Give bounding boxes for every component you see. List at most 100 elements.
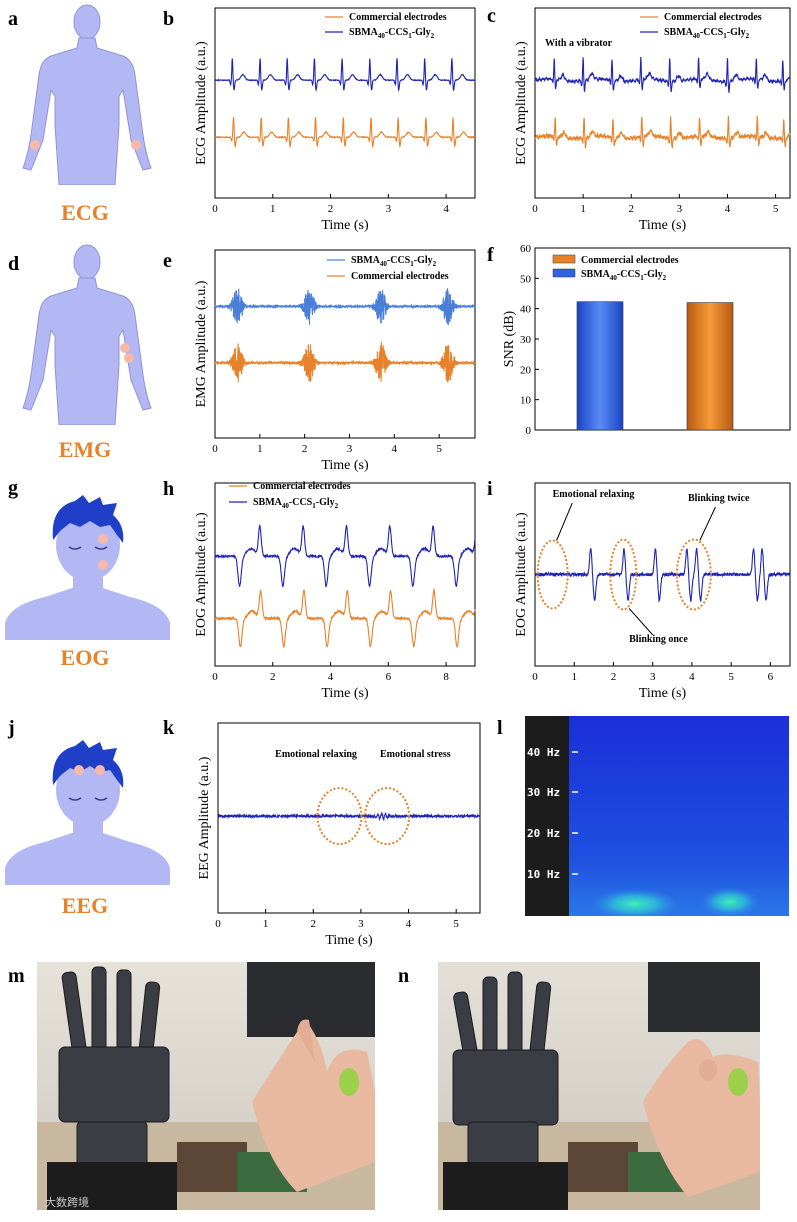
series-line-SBMA40-CCS1-Gly2 [214, 58, 476, 93]
plot-frame [214, 249, 476, 439]
annotation: With a vibrator [545, 38, 613, 49]
panel-letter-e: e [163, 250, 172, 272]
annotation-pointer [628, 608, 654, 636]
x-tick-label: 5 [436, 443, 442, 455]
panel-letter-g: g [8, 477, 18, 499]
panel-letter-l: l [497, 717, 503, 739]
y-tick-label: 20 Hz [527, 827, 560, 840]
y-axis-label: SNR (dB) [502, 310, 517, 367]
body-label-eeg: EEG [61, 893, 109, 918]
annotation-pointer [556, 502, 573, 541]
x-axis-label: Time (s) [639, 218, 687, 233]
y-tick-label: 50 [520, 273, 532, 285]
plot-frame [534, 7, 791, 199]
y-tick-label: 20 [520, 364, 532, 376]
legend-entry: SBMA40-CCS1-Gly2 [664, 27, 750, 40]
x-tick-label: 4 [392, 443, 398, 455]
chart-f: 0 10 20 30 40 50 60 SNR (dB) Commercial electrod… [502, 243, 791, 437]
chart-b: 0 1 2 3 4 Time (s) ECG Amplitude (a.u.) Commerc… [194, 7, 476, 233]
legend-entry: SBMA40-CCS1-Gly2 [581, 269, 667, 282]
x-tick-label: 0 [215, 918, 221, 930]
panel-letter-j: j [8, 717, 15, 739]
spectrogram-label-strip [525, 716, 569, 916]
series-line-SBMA40-CCS1-Gly2 [214, 524, 476, 588]
panel-letter-f: f [487, 244, 494, 266]
x-tick-label: 4 [443, 203, 449, 215]
x-tick-label: 2 [611, 671, 617, 683]
legend-entry: Commercial electrodes [581, 255, 679, 266]
legend-entry: Commercial electrodes [664, 12, 762, 23]
annotation-pointer [699, 506, 716, 541]
body-label-emg: EMG [58, 437, 112, 462]
legend-entry: Commercial electrodes [351, 271, 449, 282]
x-tick-label: 3 [650, 671, 656, 683]
x-tick-label: 1 [257, 443, 263, 455]
x-tick-label: 2 [270, 671, 276, 683]
annotation-ring-relaxing [536, 539, 569, 610]
annotation-text: Blinking once [629, 634, 688, 645]
legend-entry: Commercial electrodes [349, 12, 447, 23]
chart-h: 0 2 4 6 8 Time (s) EOG Amplitude (a.u.) Commerc… [194, 481, 476, 701]
x-tick-label: 6 [768, 671, 774, 683]
x-tick-label: 4 [406, 918, 412, 930]
series-line-SBMA40-CCS1-Gly2 [534, 56, 791, 93]
panel-letter-c: c [487, 5, 496, 27]
annotation-ring-blink-twice [675, 538, 712, 611]
panel-letter-h: h [163, 478, 175, 500]
x-tick-label: 3 [386, 203, 392, 215]
x-tick-label: 5 [728, 671, 734, 683]
x-tick-label: 1 [580, 203, 586, 215]
y-tick-label: 30 [520, 334, 532, 346]
y-axis-label: ECG Amplitude (a.u.) [514, 41, 529, 165]
x-axis-label: Time (s) [321, 686, 369, 701]
series-line [217, 811, 481, 822]
panel-letter-a: a [8, 8, 18, 30]
y-tick-label: 10 [520, 395, 532, 407]
series-line-SBMA40-CCS1-Gly2 [214, 288, 476, 326]
series-line-Commercial electrodes [214, 587, 476, 649]
x-tick-label: 1 [571, 671, 577, 683]
x-tick-label: 5 [453, 918, 459, 930]
photo-robot-hand-m: 大数跨境 [37, 962, 375, 1210]
series-line-Commercial electrodes [534, 115, 791, 149]
bar-Commercial electrodes [686, 302, 734, 431]
x-axis-label: Time (s) [321, 218, 369, 233]
x-tick-label: 1 [263, 918, 269, 930]
annotation-text: Emotional relaxing [275, 749, 357, 760]
panel-letter-m: m [8, 965, 25, 987]
y-tick-label: 10 Hz [527, 868, 560, 881]
body-figure-emg [22, 244, 152, 425]
x-tick-label: 1 [270, 203, 276, 215]
legend-entry: SBMA40-CCS1-Gly2 [349, 27, 435, 40]
legend-swatch [552, 268, 576, 278]
legend-entry: SBMA40-CCS1-Gly2 [351, 255, 437, 268]
x-tick-label: 4 [725, 203, 731, 215]
face-figure-eog [5, 495, 170, 640]
annotation-text: Emotional stress [380, 749, 451, 760]
series-line [534, 547, 791, 604]
x-tick-label: 2 [302, 443, 308, 455]
y-axis-label: EOG Amplitude (a.u.) [514, 512, 529, 637]
spectrogram-hotspot [700, 887, 760, 916]
chart-l: 40 Hz 30 Hz 20 Hz 10 Hz [525, 716, 789, 916]
annotation-ring-stress [364, 787, 411, 846]
x-tick-label: 6 [386, 671, 392, 683]
chart-c: 0 1 2 3 4 5 Time (s) ECG Amplitude (a.u.) Commer… [514, 7, 791, 233]
y-tick-label: 30 Hz [527, 786, 560, 799]
x-tick-label: 0 [532, 203, 538, 215]
panel-letter-d: d [8, 253, 20, 275]
spectrogram-hotspot [590, 888, 680, 916]
x-tick-label: 0 [212, 671, 218, 683]
chart-i: 0 1 2 3 4 5 6 Time (s) EOG Amplitude (a.u.) Emoti… [514, 482, 791, 701]
y-axis-label: EEG Amplitude (a.u.) [197, 756, 212, 879]
body-label-eog: EOG [60, 645, 110, 670]
watermark: 大数跨境 [45, 1195, 89, 1209]
x-tick-label: 8 [443, 671, 449, 683]
plot-frame [214, 7, 476, 199]
panel-letter-b: b [163, 8, 175, 30]
x-tick-label: 5 [773, 203, 779, 215]
x-tick-label: 2 [311, 918, 317, 930]
annotation-text: Blinking twice [688, 493, 750, 504]
plot-frame [214, 482, 476, 667]
x-tick-label: 4 [328, 671, 334, 683]
